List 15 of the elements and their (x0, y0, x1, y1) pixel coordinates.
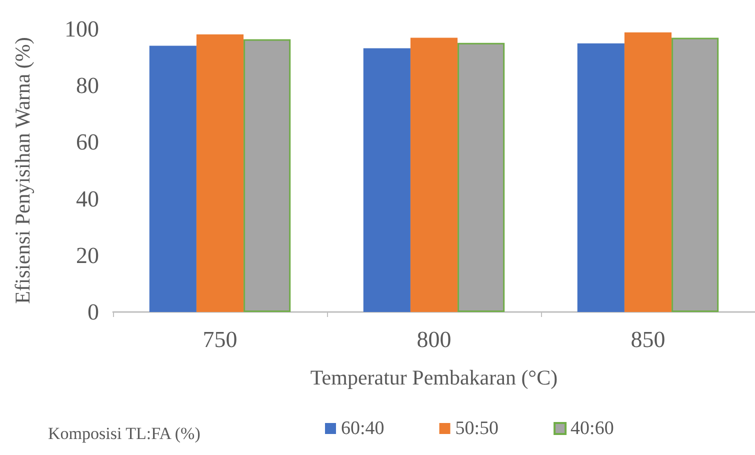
legend-label: 60:40 (341, 418, 384, 439)
x-tick-label: 850 (630, 327, 666, 352)
legend-label: 40:60 (570, 418, 614, 439)
y-tick-label: 100 (64, 16, 99, 42)
legend-label: 50:50 (455, 418, 499, 439)
y-tick-label: 20 (76, 242, 99, 268)
y-tick-label: 0 (88, 300, 99, 324)
legend-title: Komposisi TL:FA (%) (48, 424, 200, 443)
y-tick-label: 40 (76, 186, 99, 212)
y-tick-label: 80 (76, 73, 99, 98)
x-tick-label: 800 (416, 327, 452, 352)
y-tick-label: 60 (76, 130, 99, 155)
x-tick-label: 750 (202, 327, 238, 352)
y-axis-title: Efisiensi Penyisihan Warna (%) (10, 37, 34, 304)
x-axis-title: Temperatur Pembakaran (°C) (310, 366, 558, 390)
